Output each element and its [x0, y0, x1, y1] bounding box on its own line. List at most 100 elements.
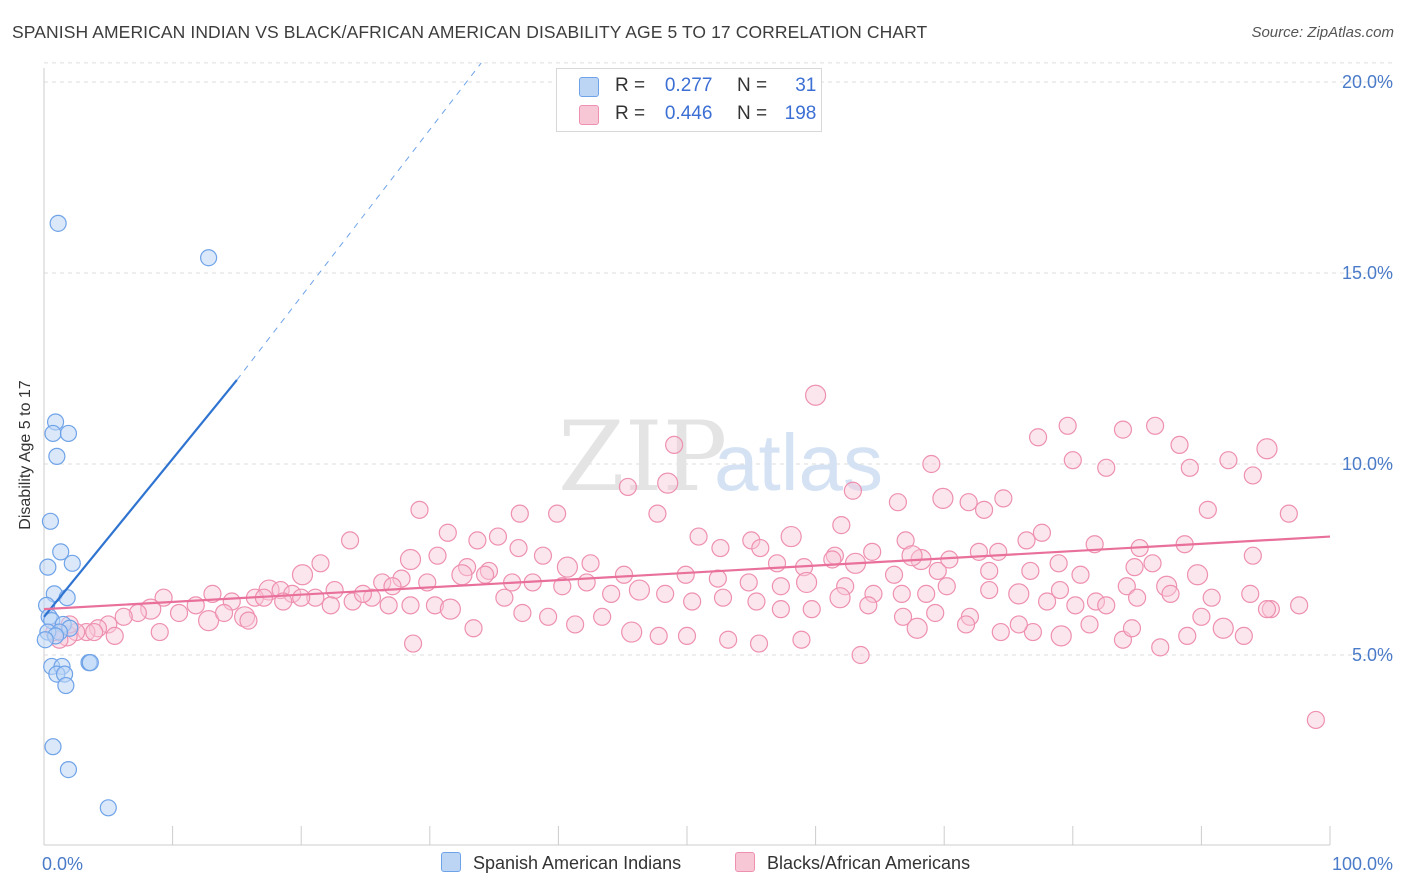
data-point-pink [926, 603, 945, 623]
data-point-pink [859, 596, 878, 615]
data-point-pink [593, 607, 612, 626]
data-point-pink [896, 531, 915, 550]
trend-line-blue-extension [236, 62, 482, 381]
data-point-pink [383, 577, 402, 596]
trend-lines [43, 62, 1331, 618]
data-point-pink [1037, 592, 1057, 611]
data-point-pink [513, 603, 532, 623]
data-point-pink [928, 561, 947, 581]
data-point-pink [1146, 416, 1165, 435]
data-point-pink [203, 584, 222, 603]
data-point-pink [1085, 535, 1104, 554]
data-point-pink [1097, 596, 1116, 615]
data-point-pink [1180, 458, 1199, 477]
data-point-blue [52, 543, 70, 561]
data-point-pink [271, 580, 290, 600]
data-point-blue [57, 676, 75, 695]
data-point-pink [959, 493, 978, 512]
data-point-pink [708, 569, 727, 588]
data-point-pink [719, 630, 738, 649]
data-point-pink [274, 592, 293, 611]
data-point-pink [556, 556, 579, 578]
data-point-pink [99, 615, 118, 634]
legend-n-value-blue: 31 [795, 75, 817, 96]
data-point-pink [780, 525, 802, 548]
data-point-pink [340, 531, 360, 550]
data-point-pink [795, 571, 818, 594]
data-point-pink [533, 546, 553, 565]
data-point-pink [1212, 617, 1234, 639]
data-point-pink [628, 579, 651, 601]
data-point-pink [980, 561, 999, 581]
data-point-pink [150, 622, 169, 642]
source-label: Source: ZipAtlas.com [1251, 24, 1394, 41]
legend-r-value-pink: 0.446 [664, 103, 713, 124]
data-point-pink [665, 435, 684, 454]
legend-swatch-pink [579, 105, 599, 125]
data-point-pink [836, 577, 855, 596]
data-point-pink [771, 600, 790, 619]
data-point-pink [1017, 531, 1036, 550]
series-legend-blue: Spanish American Indians [441, 852, 681, 874]
data-point-pink [438, 523, 457, 542]
pink-series-points [45, 384, 1325, 730]
axes [43, 68, 1331, 846]
data-point-pink [994, 489, 1013, 508]
data-point-pink [1049, 554, 1068, 573]
data-point-pink [85, 622, 104, 642]
data-point-pink [1066, 596, 1085, 615]
data-point-pink [353, 584, 373, 603]
data-point-pink [1071, 565, 1090, 584]
x-tick-label-start: 0.0% [42, 854, 83, 874]
data-point-pink [553, 577, 572, 596]
data-point-pink [676, 565, 695, 584]
data-point-pink [747, 592, 766, 611]
data-point-pink [937, 577, 956, 596]
data-point-pink [475, 565, 495, 584]
data-point-pink [917, 584, 936, 603]
data-point-pink [1080, 615, 1099, 634]
data-point-pink [888, 493, 908, 512]
data-point-pink [1058, 416, 1077, 435]
y-tick-label: 15.0% [1342, 263, 1393, 283]
data-point-pink [1192, 607, 1211, 626]
data-point-pink [884, 565, 904, 584]
data-point-pink [656, 584, 675, 603]
data-point-pink [464, 619, 483, 638]
data-point-pink [1256, 438, 1278, 460]
data-point-pink [1122, 619, 1142, 638]
data-point-pink [767, 554, 787, 573]
data-point-pink [169, 603, 189, 623]
data-point-pink [749, 634, 769, 653]
legend-n-label: N = [736, 75, 768, 96]
data-point-pink [425, 596, 445, 615]
data-point-pink [1202, 588, 1221, 607]
data-point-blue [44, 424, 62, 443]
data-point-pink [956, 615, 976, 634]
legend-r-label: R = [615, 103, 646, 124]
y-tick-label: 20.0% [1342, 72, 1393, 92]
data-point-pink [711, 538, 730, 558]
x-tick-labels: 0.0% 100.0% [42, 854, 1393, 874]
stats-legend: R = 0.277 N = 31 R = 0.446 N = 198 [556, 68, 822, 132]
data-point-pink [114, 607, 133, 626]
data-point-pink [843, 481, 862, 500]
trend-line-blue [43, 379, 238, 618]
x-tick-label-end: 100.0% [1332, 854, 1393, 874]
legend-swatch-blue [579, 77, 599, 97]
data-point-pink [683, 592, 702, 611]
data-point-pink [1028, 428, 1048, 447]
watermark-zip: ZIP [558, 401, 727, 513]
data-point-pink [989, 542, 1008, 561]
data-point-pink [1178, 626, 1197, 646]
data-point-pink [893, 607, 913, 626]
data-point-pink [403, 634, 423, 653]
data-point-pink [751, 538, 770, 558]
data-point-pink [829, 587, 851, 609]
legend-n-value-pink: 198 [784, 103, 817, 124]
data-point-pink [1241, 584, 1260, 603]
data-point-blue [48, 447, 66, 465]
data-point-pink [362, 588, 382, 607]
data-point-pink [1097, 458, 1116, 477]
data-point-blue [36, 631, 54, 649]
